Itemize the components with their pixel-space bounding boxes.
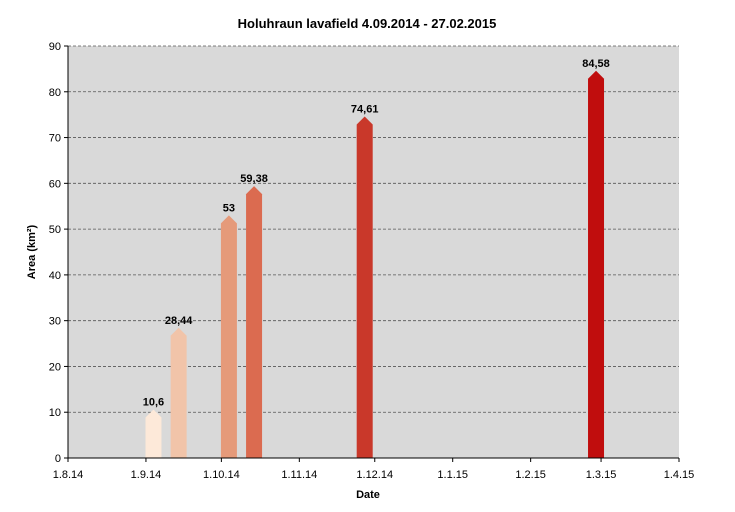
plot-area (68, 46, 679, 458)
bar (220, 215, 237, 458)
y-tick-label: 20 (49, 361, 61, 373)
data-label: 28,44 (165, 315, 193, 327)
y-tick-labels: 0 10 20 30 40 50 60 70 80 90 (49, 41, 61, 465)
x-tick-label: 1.11.14 (281, 469, 317, 481)
bar (246, 186, 263, 458)
gridlines (64, 45, 680, 462)
x-tick-label: 1.2.15 (515, 469, 546, 481)
x-tick-labels: 1.8.14 1.9.14 1.10.14 1.11.14 1.12.14 1.1.15 1… (53, 469, 695, 481)
y-tick-label: 40 (49, 270, 61, 282)
y-axis-label: Area (km²) (26, 224, 38, 279)
bar (145, 409, 162, 458)
data-label: 84,58 (582, 58, 610, 70)
axes (67, 46, 679, 459)
data-label: 53 (223, 202, 235, 214)
y-tick-label: 90 (49, 41, 61, 53)
bar (170, 327, 187, 458)
data-label: 74,61 (351, 103, 379, 115)
x-tick-label: 1.12.14 (356, 469, 393, 481)
bars (145, 70, 605, 459)
x-axis-label: Date (356, 489, 380, 501)
x-tick-label: 1.4.15 (664, 469, 695, 481)
y-tick-label: 60 (49, 178, 61, 190)
y-tick-label: 70 (49, 133, 61, 145)
x-tick-label: 1.9.14 (131, 469, 162, 481)
y-tick-label: 0 (55, 453, 61, 465)
y-tick-label: 80 (49, 87, 61, 99)
y-tick-label: 50 (49, 224, 61, 236)
bar (356, 116, 373, 459)
chart-title: Holuhraun lavafield 4.09.2014 - 27.02.20… (238, 16, 497, 31)
x-tick-label: 1.10.14 (203, 469, 240, 481)
y-tick-label: 30 (49, 316, 61, 328)
x-tick-label: 1.3.15 (586, 469, 617, 481)
x-tick-label: 1.8.14 (53, 469, 84, 481)
bar (588, 70, 605, 458)
data-labels: 10,6 28,44 53 59,38 74,61 84,58 (143, 58, 610, 409)
data-label: 10,6 (143, 396, 164, 408)
x-tick-label: 1.1.15 (437, 469, 468, 481)
y-tick-label: 10 (49, 407, 61, 419)
data-label: 59,38 (240, 173, 268, 185)
